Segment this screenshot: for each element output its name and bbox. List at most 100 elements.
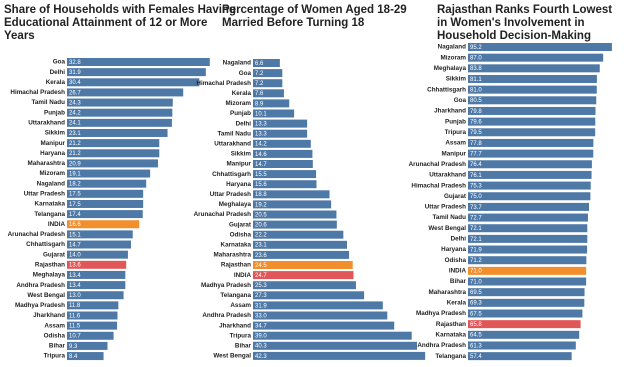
category-label: Punjab [230, 110, 251, 117]
category-label: Gujarat [43, 251, 66, 258]
category-label: Nagaland [223, 60, 251, 67]
category-label: Andhra Pradesh [16, 282, 65, 289]
bar [253, 170, 317, 179]
category-label: Kerala [447, 300, 467, 307]
bar [468, 298, 585, 307]
bar [253, 59, 280, 67]
bar [253, 351, 426, 360]
bar [468, 256, 587, 265]
value-label: 10.7 [69, 334, 81, 340]
category-label: Tamil Nadu [218, 130, 252, 137]
bar [468, 74, 597, 83]
value-label: 23.6 [255, 253, 267, 259]
value-label: 27.3 [255, 293, 267, 299]
category-label: Maharashtra [28, 160, 66, 167]
value-label: 14.7 [69, 242, 81, 248]
category-label: Uttar Pradesh [210, 191, 251, 198]
bar [67, 270, 126, 279]
bar [67, 331, 114, 340]
value-label: 33.0 [255, 313, 267, 319]
bar [253, 119, 308, 128]
bar [67, 199, 144, 208]
value-label: 11.6 [69, 313, 81, 319]
value-label: 31.9 [255, 303, 267, 309]
value-label: 34.7 [255, 323, 267, 329]
category-label: Manipur [442, 150, 467, 157]
category-label: Madhya Pradesh [416, 310, 466, 317]
category-label: Mizoram [440, 54, 466, 61]
category-label: Odisha [230, 231, 252, 238]
value-label: 8.9 [255, 101, 264, 107]
value-label: 23.1 [255, 243, 267, 249]
category-label: INDIA [234, 272, 252, 279]
chart-title: Share of Households with Females Having … [4, 4, 236, 42]
category-label: Chhattisgarh [26, 241, 65, 248]
category-label: Punjab [445, 118, 466, 125]
category-label: Chhattisgarh [427, 86, 466, 93]
category-label: Nagaland [438, 44, 466, 51]
category-label: Jharkhand [434, 108, 466, 115]
bar [67, 98, 173, 107]
category-label: Tamil Nadu [433, 214, 467, 221]
bar [468, 181, 591, 190]
value-label: 13.6 [69, 263, 81, 269]
category-label: Bihar [235, 342, 252, 349]
bar [468, 277, 587, 286]
value-label: 17.5 [69, 202, 81, 208]
bar [253, 220, 337, 229]
value-label: 30.4 [69, 80, 81, 86]
bar [67, 128, 168, 137]
value-label: 13.0 [69, 293, 81, 299]
value-label: 13.4 [69, 273, 81, 279]
category-label: Gujarat [229, 221, 252, 228]
category-label: Tripura [230, 332, 252, 339]
bar [468, 330, 580, 339]
bar [253, 250, 350, 259]
value-label: 13.3 [255, 132, 267, 138]
value-label: 87.0 [470, 56, 482, 62]
value-label: 20.9 [69, 161, 81, 167]
bar [468, 213, 588, 222]
category-label: Rajasthan [221, 262, 251, 269]
bar [67, 301, 119, 310]
value-label: 13.3 [255, 121, 267, 127]
bar [468, 234, 588, 243]
value-label: 18.2 [69, 182, 81, 188]
category-label: West Bengal [27, 292, 65, 299]
value-label: 61.3 [470, 343, 482, 349]
category-label: Uttar Pradesh [425, 204, 466, 211]
bar [67, 240, 131, 249]
bar [67, 230, 133, 239]
bar [253, 261, 353, 269]
category-label: Maharashtra [214, 252, 252, 259]
category-label: Assam [230, 302, 251, 309]
value-label: 24.3 [69, 100, 81, 106]
value-label: 22.2 [255, 233, 267, 239]
category-label: Himachal Pradesh [411, 182, 466, 189]
bar [468, 138, 594, 147]
bar [67, 68, 206, 77]
bar [468, 149, 594, 158]
chart-title: Percentage of Women Aged 18-29 Married B… [222, 4, 407, 29]
category-label: Haryana [226, 181, 251, 188]
value-label: 18.8 [255, 192, 267, 198]
bar [253, 149, 313, 158]
value-label: 20.5 [255, 212, 267, 218]
category-label: Odisha [445, 257, 467, 264]
value-label: 14.7 [255, 162, 267, 168]
bar [468, 128, 596, 137]
value-label: 7.6 [255, 91, 264, 97]
bar [67, 149, 160, 158]
value-label: 71.2 [470, 258, 482, 264]
bar [468, 64, 600, 73]
category-label: Assam [44, 322, 65, 329]
value-label: 72.1 [470, 226, 482, 232]
bar [468, 309, 583, 318]
value-label: 26.7 [69, 90, 81, 96]
category-label: Rajasthan [436, 321, 466, 328]
bar [468, 53, 604, 62]
category-label: Rajasthan [35, 261, 65, 268]
value-label: 83.8 [470, 66, 482, 72]
category-label: Jharkhand [33, 312, 65, 319]
value-label: 76.1 [470, 173, 482, 179]
